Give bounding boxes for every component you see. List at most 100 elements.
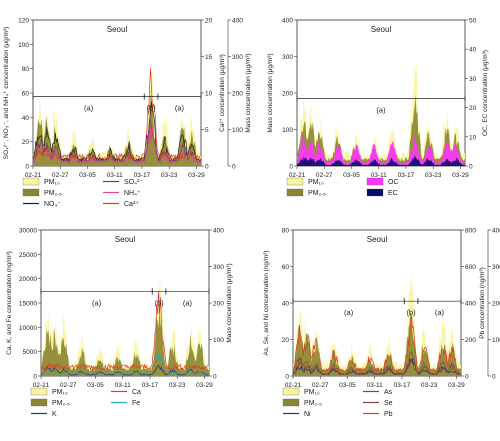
series-NH4+ bbox=[32, 127, 202, 165]
y-axis-label: SO₄²⁻, NO₃⁻, and NH₄⁺ concentration (μg/… bbox=[3, 27, 10, 160]
x-tick-label: 03-17 bbox=[142, 382, 159, 389]
chart-panel-1: (a) (b) (a) Seoul 02-21 02-27 03-05 03-11 03-17 0… bbox=[3, 18, 252, 209]
y-tick-label: 100 bbox=[18, 42, 29, 49]
x-tick-label: 03-23 bbox=[169, 382, 186, 389]
y2-tick-label: 5 bbox=[205, 127, 209, 134]
series-PM10 bbox=[293, 275, 461, 376]
y3-tick-label: 0 bbox=[232, 164, 236, 171]
series-PM2.5 bbox=[293, 310, 461, 376]
y2-tick-label: 10 bbox=[205, 91, 213, 98]
x-tick-label: 03-17 bbox=[134, 172, 151, 179]
series-PM2.5 bbox=[33, 94, 201, 166]
y3-tick-label: 0 bbox=[492, 374, 496, 381]
x-tick-label: 03-23 bbox=[425, 172, 442, 179]
period-label: (a) bbox=[435, 308, 445, 317]
x-tick-label: 03-11 bbox=[107, 172, 124, 179]
legend-label: PM₂.₅ bbox=[44, 190, 62, 197]
y-tick-label: 80 bbox=[282, 228, 290, 235]
series-K bbox=[40, 364, 210, 376]
legend-label: PM₁₀ bbox=[52, 389, 68, 396]
y2-tick-label: 200 bbox=[465, 337, 476, 344]
series-PM10 bbox=[297, 60, 465, 166]
legend-swatch bbox=[366, 177, 384, 186]
legend-label: EC bbox=[388, 190, 398, 197]
y-tick-label: 10000 bbox=[19, 325, 37, 332]
legend-swatch bbox=[30, 387, 48, 396]
y2-tick-label: 300 bbox=[213, 264, 224, 271]
series-OC bbox=[297, 131, 465, 166]
y-tick-label: 40 bbox=[22, 115, 30, 122]
y3-tick-label: 100 bbox=[232, 127, 243, 134]
legend-swatch bbox=[22, 188, 40, 197]
x-tick-label: 03-11 bbox=[371, 172, 388, 179]
chart-title: Seoul bbox=[371, 25, 392, 34]
series-Ca2+ bbox=[32, 67, 202, 161]
y-tick-label: 0 bbox=[289, 164, 293, 171]
y-tick-label: 0 bbox=[33, 374, 37, 381]
y-tick-label: 80 bbox=[22, 66, 30, 73]
x-tick-label: 03-11 bbox=[115, 382, 132, 389]
period-label: (b) bbox=[146, 104, 156, 113]
legend: PM₁₀ PM₂.₅ K Ca Fe bbox=[30, 387, 141, 418]
legend-label: NO₃⁻ bbox=[44, 201, 61, 208]
legend-swatch bbox=[286, 188, 304, 197]
chart-panel-4: (a) (b) (a) Seoul 02-21 02-27 03-05 03-11 03-17 0… bbox=[263, 228, 500, 419]
x-tick-label: 03-29 bbox=[452, 172, 469, 179]
y2-tick-label: 400 bbox=[465, 301, 476, 308]
y-tick-label: 5000 bbox=[23, 349, 38, 356]
legend-label: OC bbox=[388, 179, 399, 186]
x-tick-label: 03-23 bbox=[421, 382, 438, 389]
legend-label: Pb bbox=[384, 411, 393, 418]
y2-tick-label: 0 bbox=[205, 164, 209, 171]
y-tick-label: 20000 bbox=[19, 276, 37, 283]
y2-tick-label: 30 bbox=[469, 76, 477, 83]
legend-swatch bbox=[282, 387, 300, 396]
y-tick-label: 400 bbox=[282, 18, 293, 25]
y2-tick-label: 100 bbox=[213, 337, 224, 344]
x-tick-label: 03-29 bbox=[196, 382, 213, 389]
y-tick-label: 60 bbox=[282, 264, 290, 271]
y3-tick-label: 400 bbox=[492, 228, 500, 235]
y2-tick-label: 20 bbox=[205, 18, 213, 25]
chart-panel-3: (a) (b) (a) Seoul 02-21 02-27 03-05 03-11 03-17 0… bbox=[6, 228, 233, 419]
legend-label: PM₂.₅ bbox=[52, 400, 70, 407]
y-tick-label: 0 bbox=[25, 164, 29, 171]
y-tick-label: 30000 bbox=[19, 228, 37, 235]
legend: PM₁₀ PM₂.₅ NO₃⁻ SO₄²⁻ NH₄⁺ Ca²⁺ bbox=[22, 177, 143, 208]
y-tick-label: 15000 bbox=[19, 301, 37, 308]
period-label: (a) bbox=[175, 104, 185, 113]
legend: PM₁₀ As PM₂.₅ Se Ni Pb bbox=[282, 387, 393, 418]
y2-tick-label: 0 bbox=[213, 374, 217, 381]
legend-swatch bbox=[286, 177, 304, 186]
period-label: (b) bbox=[154, 298, 164, 307]
x-tick-label: 02-27 bbox=[60, 382, 77, 389]
x-tick-label: 03-17 bbox=[394, 382, 411, 389]
legend-swatch bbox=[30, 398, 48, 407]
period-label: (a) bbox=[92, 298, 102, 307]
y-axis-label: As, Se, and Ni concentration (ng/m³) bbox=[263, 250, 270, 355]
series-Ca bbox=[40, 291, 210, 371]
y-tick-label: 60 bbox=[22, 91, 30, 98]
y3-axis-label: Mass concentration (μg/m³) bbox=[245, 53, 252, 132]
x-tick-label: 03-05 bbox=[343, 172, 360, 179]
x-tick-label: 02-27 bbox=[312, 382, 329, 389]
y3-tick-label: 300 bbox=[492, 264, 500, 271]
legend-label: Fe bbox=[132, 400, 140, 407]
y-axis-label: Mass concentration (μg/m³) bbox=[267, 53, 274, 132]
y-tick-label: 300 bbox=[282, 54, 293, 61]
legend-label: PM₁₀ bbox=[308, 179, 324, 186]
legend-swatch bbox=[366, 188, 384, 197]
x-tick-label: 03-23 bbox=[161, 172, 178, 179]
series-EC bbox=[297, 154, 465, 166]
legend-label: PM₂.₅ bbox=[308, 190, 326, 197]
legend-label: Se bbox=[384, 400, 393, 407]
series-Fe bbox=[40, 350, 210, 375]
period-label: (a) bbox=[183, 298, 193, 307]
y2-tick-label: 400 bbox=[213, 228, 224, 235]
y2-tick-label: 40 bbox=[469, 47, 477, 54]
legend-label: Ca bbox=[132, 389, 141, 396]
y-tick-label: 0 bbox=[285, 374, 289, 381]
chart-title: Seoul bbox=[115, 235, 136, 244]
x-tick-label: 03-29 bbox=[188, 172, 205, 179]
